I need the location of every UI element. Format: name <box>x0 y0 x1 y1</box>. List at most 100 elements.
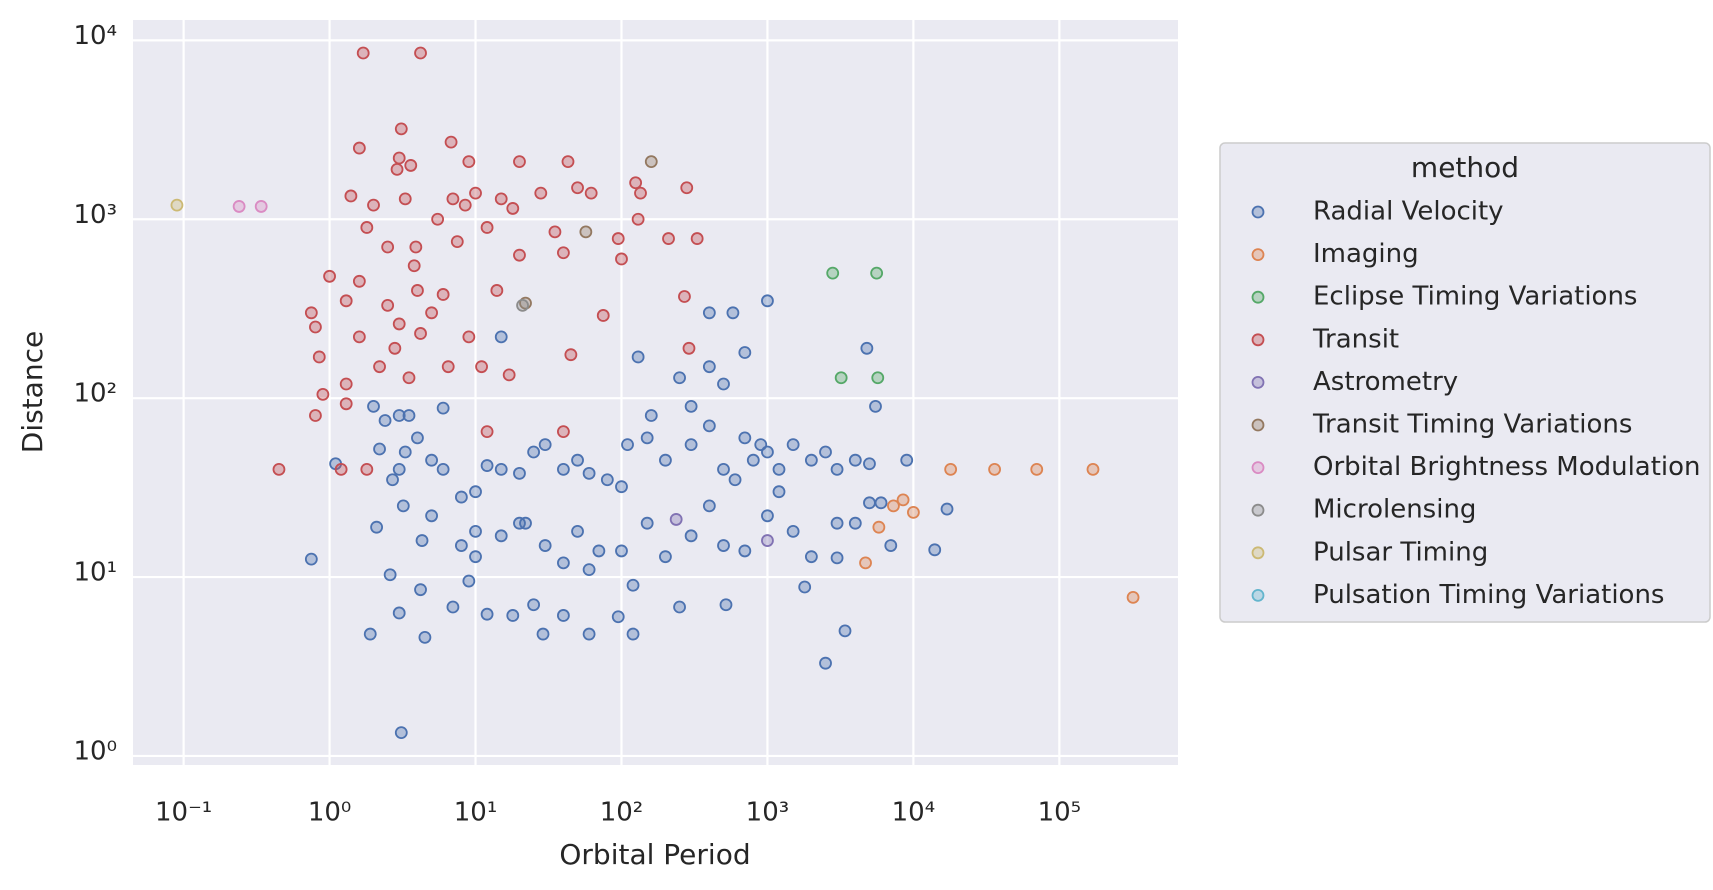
point <box>640 516 654 530</box>
point <box>669 513 683 526</box>
point <box>312 350 326 364</box>
point <box>436 401 450 415</box>
point <box>480 459 494 472</box>
y-axis-label: Distance <box>16 331 49 453</box>
point <box>381 299 395 312</box>
point <box>848 453 862 467</box>
point <box>615 480 628 494</box>
point <box>402 409 416 422</box>
point <box>640 431 654 445</box>
legend-marker <box>1251 290 1265 304</box>
point <box>786 438 800 452</box>
legend-title: method <box>1411 151 1519 184</box>
point <box>874 496 888 510</box>
point <box>557 246 570 260</box>
point <box>534 186 548 200</box>
point <box>407 259 421 273</box>
point <box>394 122 408 136</box>
point <box>409 240 423 254</box>
point <box>398 192 412 206</box>
point <box>436 462 450 476</box>
point <box>596 309 610 322</box>
point <box>446 600 460 614</box>
point <box>571 524 584 538</box>
point <box>584 186 598 200</box>
point <box>494 192 508 206</box>
point <box>611 232 625 245</box>
x-tick-label: 10⁰ <box>308 798 352 828</box>
point <box>386 473 399 487</box>
point <box>859 556 872 570</box>
x-tick-label: 10⁻¹ <box>155 798 212 828</box>
point <box>621 438 634 452</box>
point <box>717 462 730 476</box>
point <box>446 192 460 206</box>
point <box>1086 462 1100 476</box>
x-tick-label: 10⁴ <box>892 798 936 828</box>
x-tick-label: 10⁵ <box>1038 798 1082 828</box>
point <box>644 409 658 422</box>
point <box>538 539 552 552</box>
point <box>367 399 380 413</box>
point <box>557 556 570 570</box>
legend-label: Imaging <box>1313 239 1419 269</box>
point <box>475 360 488 374</box>
point <box>309 320 322 334</box>
point <box>940 502 954 516</box>
point <box>254 200 268 213</box>
point <box>352 274 366 288</box>
point <box>830 462 844 476</box>
x-tick-label: 10¹ <box>454 798 498 828</box>
point <box>819 445 832 459</box>
point <box>804 550 818 564</box>
point <box>383 568 397 582</box>
point <box>363 627 377 641</box>
legend-box <box>1219 142 1711 623</box>
point <box>863 496 876 510</box>
point <box>462 330 476 344</box>
point <box>232 200 246 213</box>
x-tick-label: 10³ <box>746 798 790 828</box>
point <box>860 341 874 355</box>
point <box>538 438 552 452</box>
point <box>786 524 800 538</box>
point <box>772 462 786 476</box>
point <box>469 186 482 200</box>
point <box>557 425 570 439</box>
point <box>392 409 406 422</box>
point <box>719 598 733 612</box>
point <box>702 419 716 433</box>
point <box>582 563 596 577</box>
point <box>1126 590 1140 604</box>
legend-label: Astrometry <box>1313 367 1458 397</box>
point <box>392 606 406 620</box>
point <box>761 509 774 523</box>
point <box>615 544 628 558</box>
point <box>798 580 812 594</box>
point <box>717 539 730 552</box>
point <box>404 159 418 172</box>
legend-marker <box>1251 546 1265 560</box>
points <box>170 46 1140 740</box>
point <box>870 266 884 280</box>
point <box>425 306 438 320</box>
point <box>352 330 366 344</box>
point <box>436 288 450 301</box>
legend-label: Microlensing <box>1313 495 1476 525</box>
point <box>373 442 386 456</box>
point <box>390 163 404 176</box>
point <box>536 627 550 641</box>
point <box>819 656 832 670</box>
point <box>738 346 752 359</box>
point <box>367 198 380 212</box>
point <box>682 341 696 355</box>
point <box>480 425 494 439</box>
point <box>392 151 406 165</box>
point <box>872 520 886 534</box>
point <box>728 473 742 487</box>
y-tick-label: 10³ <box>73 200 117 230</box>
point <box>309 409 322 422</box>
point <box>557 609 570 622</box>
grid <box>133 20 1178 765</box>
point <box>316 387 330 401</box>
